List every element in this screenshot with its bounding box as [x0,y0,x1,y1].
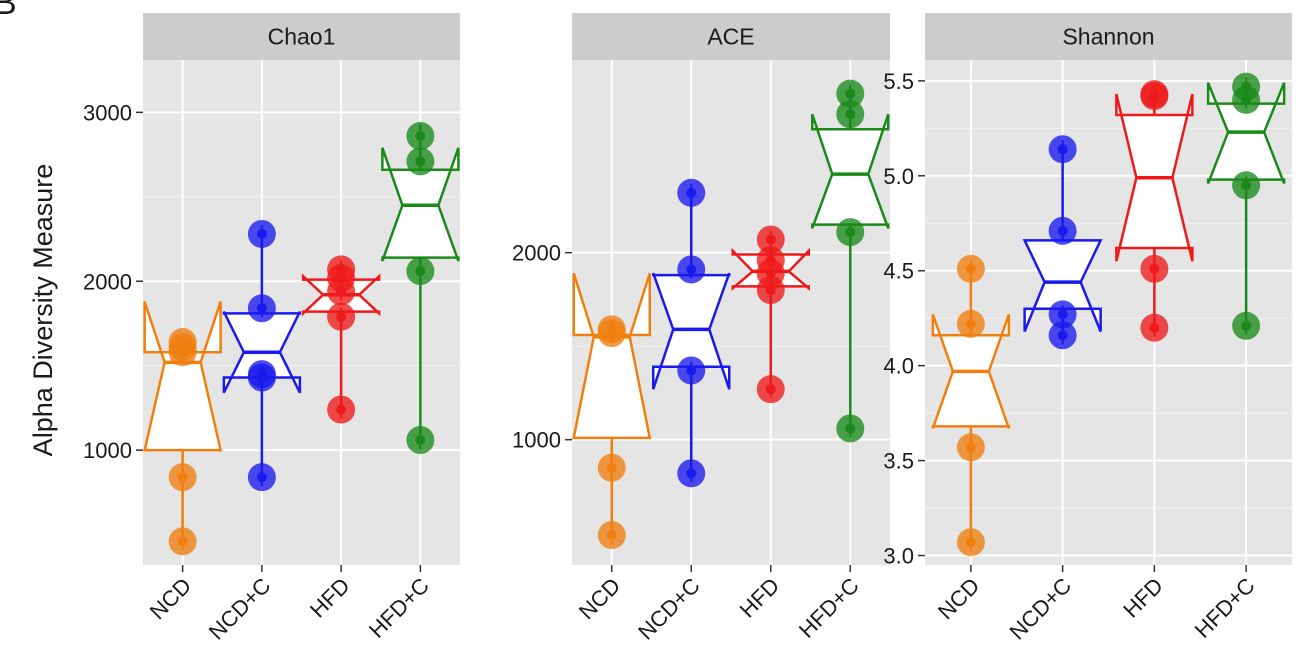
notched-box [1022,239,1103,332]
point-center [336,311,347,322]
notched-box [143,301,223,452]
x-tick-label: HFD [1118,573,1168,623]
point-center [256,228,267,239]
x-tick-label: NCD [933,573,984,624]
x-tick-label: HFD+C [1190,573,1260,643]
point-center [1057,225,1068,236]
y-tick-label: 4.0 [883,354,914,379]
y-axis-label: Alpha Diversity Measure [28,164,58,457]
point-center [1057,144,1068,155]
point-center [1241,180,1252,191]
point-center [1241,81,1252,92]
point-center [965,442,976,453]
boxplot-hfd [301,255,381,424]
point-center [845,227,856,238]
notched-box [572,272,652,440]
point-center [1149,89,1160,100]
point-center [965,318,976,329]
strip-background [572,13,890,60]
point-center [1057,309,1068,320]
y-tick-label: 2000 [512,241,561,266]
y-tick-label: 3.0 [883,544,914,569]
boxplot-hfd-plusc [811,79,890,443]
y-tick-label: 3000 [83,100,132,125]
y-tick-label: 5.5 [883,69,914,94]
point-center [845,423,856,434]
y-tick-label: 3.5 [883,449,914,474]
y-tick-label: 1000 [512,428,561,453]
point-center [965,537,976,548]
notched-box [652,272,731,390]
point-center [415,131,426,142]
point-center [845,109,856,120]
strip-label: Shannon [1062,24,1154,50]
point-center [1149,263,1160,274]
point-center [177,337,188,348]
point-center [415,156,426,167]
boxplot-ncd [572,272,652,550]
point-center [686,468,697,479]
x-tick-label: NCD+C [633,573,705,645]
boxplot-hfd-plusc [381,122,460,455]
strip-label: ACE [707,24,754,50]
point-center [256,369,267,380]
boxplot-ncd-plusc [1022,135,1103,350]
x-tick-label: HFD [305,573,355,623]
boxplot-hfd [731,225,810,404]
point-center [686,187,697,198]
strip-label: Chao1 [268,24,336,50]
point-center [1149,322,1160,333]
point-center [765,285,776,296]
point-center [765,384,776,395]
figure-letter: B [0,0,17,22]
boxplot-ncd-plusc [222,219,302,492]
point-center [765,234,776,245]
point-center [415,435,426,446]
notched-box [811,113,890,229]
point-center [686,365,697,376]
point-center [415,266,426,277]
boxplot-ncd-plusc [652,178,731,488]
point-center [1241,320,1252,331]
x-tick-label: HFD+C [364,573,434,643]
point-center [177,472,188,483]
point-center [845,88,856,99]
point-center [965,263,976,274]
boxplot-ncd [931,254,1011,557]
y-tick-label: 4.5 [883,259,914,284]
point-center [765,255,776,266]
point-center [336,404,347,415]
panel-ace: ACE 1000 2000 NCD NCD+C HFD HFD+C [512,13,890,645]
point-center [1057,330,1068,341]
point-center [256,303,267,314]
x-tick-label: NCD+C [1004,573,1076,645]
x-tick-label: NCD [145,573,196,624]
strip-background [925,13,1292,60]
x-tick-label: HFD+C [794,573,864,643]
y-tick-label: 5.0 [883,164,914,189]
point-center [686,264,697,275]
panel-shannon: Shannon 3.0 3.5 4.0 4.5 5.0 5.5 NCD NCD+C HFD HFD+… [883,13,1292,645]
point-center [256,472,267,483]
boxplot-hfd [1115,80,1194,342]
x-tick-label: NCD+C [204,573,276,645]
point-center [606,462,617,473]
strip-background [143,13,460,60]
x-tick-label: NCD [574,573,625,624]
panel-chao1: Chao1 1000 2000 3000 NCD NCD+C HFD HFD+C [83,13,460,645]
boxplot-ncd [143,301,223,556]
x-tick-label: HFD [735,573,785,623]
y-tick-label: 1000 [83,438,132,463]
point-center [336,264,347,275]
point-center [606,324,617,335]
y-tick-label: 2000 [83,269,132,294]
boxplot-hfd-plusc [1206,72,1286,340]
point-center [606,530,617,541]
point-center [177,536,188,547]
